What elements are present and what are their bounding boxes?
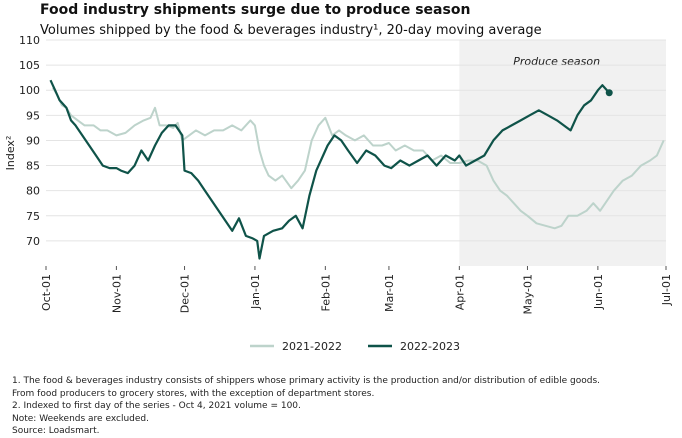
x-tick-label: Jun-01	[592, 274, 605, 310]
series-end-marker	[605, 89, 613, 97]
legend-label: 2021-2022	[282, 340, 342, 353]
y-tick-label: 70	[26, 235, 40, 248]
line-chart: Produce season 70 75 80 85 90 95 100 105 110 Inde…	[4, 34, 673, 353]
x-tick-label: Apr-01	[453, 274, 466, 310]
x-tick-label: Mar-01	[383, 274, 396, 312]
x-tick-label: Nov-01	[110, 274, 123, 313]
chart-subtitle: Volumes shipped by the food & beverages …	[40, 23, 542, 38]
annotation-produce-season: Produce season	[513, 55, 600, 68]
y-tick-label: 105	[19, 59, 40, 72]
footnote-1-continued: From food producers to grocery stores, w…	[12, 388, 375, 399]
x-tick-label: Oct-01	[40, 274, 53, 311]
footnotes: 1. The food & beverages industry consist…	[12, 375, 600, 438]
legend: 2021-2022 2022-2023	[250, 340, 460, 353]
series-lines	[49, 79, 665, 260]
source-note: Source: Loadsmart.	[12, 426, 100, 436]
x-tick-label: Jan-01	[249, 274, 262, 310]
y-tick-label: 95	[26, 109, 40, 122]
footnote-2: 2. Indexed to first day of the series - …	[12, 401, 301, 411]
y-tick-label: 90	[26, 134, 40, 147]
chart-title: Food industry shipments surge due to pro…	[40, 2, 471, 18]
note-weekends: Note: Weekends are excluded.	[12, 413, 149, 424]
y-tick-label: 75	[26, 210, 40, 223]
y-tick-label: 110	[19, 34, 40, 47]
footnote-1: 1. The food & beverages industry consist…	[12, 376, 601, 386]
y-tick-label: 100	[19, 84, 40, 97]
x-tick-label: May-01	[521, 274, 534, 315]
series-line-2022-2023	[49, 79, 611, 260]
series-line-2021-2022	[51, 87, 665, 230]
legend-label: 2022-2023	[400, 340, 460, 353]
x-tick-label: Jul-01	[660, 274, 673, 306]
x-tick-label: Feb-01	[319, 274, 332, 311]
axes: 70 75 80 85 90 95 100 105 110 Index² Oct-01 Nov-01 D…	[4, 34, 673, 315]
produce-season-shade	[459, 40, 666, 266]
y-tick-label: 80	[26, 185, 40, 198]
x-tick-label: Dec-01	[179, 274, 192, 313]
gridlines: Produce season	[46, 39, 666, 266]
y-tick-label: 85	[26, 160, 40, 173]
y-axis-title: Index²	[4, 136, 17, 171]
